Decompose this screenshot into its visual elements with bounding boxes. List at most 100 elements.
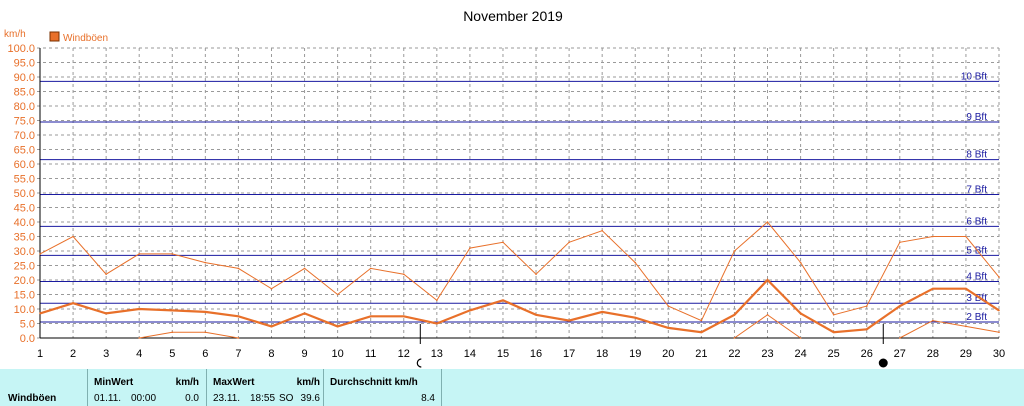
- data-point-avg: [171, 309, 174, 312]
- y-tick-label: 0.0: [20, 333, 35, 345]
- data-point-min: [998, 331, 1000, 334]
- data-point-min: [799, 337, 802, 339]
- beaufort-label: 3 Bft: [966, 293, 987, 304]
- y-tick-label: 100.0: [7, 43, 35, 55]
- data-point-avg: [865, 328, 868, 331]
- max-value: 39.6: [300, 393, 320, 404]
- data-point-max: [965, 235, 967, 238]
- data-point-min: [733, 337, 736, 339]
- data-point-max: [733, 250, 736, 252]
- data-point-avg: [303, 312, 306, 315]
- y-tick-label: 80.0: [14, 101, 35, 113]
- x-tick-label: 3: [103, 348, 109, 360]
- y-tick-label: 35.0: [14, 232, 35, 244]
- y-tick-label: 10.0: [14, 304, 35, 316]
- wind-gust-chart: November 2019 km/h Windböen 0.05.010.015…: [4, 8, 1005, 368]
- data-point-avg: [336, 325, 339, 328]
- data-point-max: [634, 261, 637, 264]
- data-point-avg: [998, 309, 1000, 312]
- data-point-avg: [634, 316, 637, 319]
- data-point-max: [303, 267, 306, 270]
- x-tick-label: 2: [70, 348, 76, 360]
- data-point-min: [898, 337, 901, 339]
- x-tick-label: 18: [596, 348, 608, 360]
- data-point-avg: [601, 311, 603, 313]
- x-tick-label: 30: [993, 348, 1005, 360]
- beaufort-label: 7 Bft: [966, 184, 987, 195]
- data-point-avg: [733, 314, 736, 316]
- x-tick-label: 12: [398, 348, 410, 360]
- data-point-max: [535, 273, 537, 276]
- data-point-avg: [436, 322, 438, 325]
- x-tick-label: 16: [530, 348, 542, 360]
- data-point-avg: [204, 311, 207, 313]
- y-tick-label: 30.0: [14, 246, 35, 258]
- data-point-min: [237, 337, 240, 339]
- data-point-avg: [832, 331, 835, 334]
- footer-row-label: Windböen: [8, 393, 57, 404]
- data-point-max: [171, 253, 174, 255]
- data-point-max: [932, 235, 934, 238]
- data-point-min: [204, 331, 207, 334]
- x-tick-label: 28: [927, 348, 939, 360]
- series-line-min: [899, 320, 1000, 339]
- data-point-max: [402, 273, 405, 276]
- data-point-avg: [700, 331, 703, 334]
- legend-label: Windböen: [63, 33, 108, 44]
- data-point-max: [998, 276, 1000, 278]
- y-tick-label: 20.0: [14, 275, 35, 287]
- data-point-max: [700, 319, 703, 322]
- data-point-avg: [105, 312, 107, 315]
- min-stats: MinWert km/h 01.11. 00:00 0.0: [87, 369, 207, 406]
- series-line-max: [39, 221, 1000, 322]
- max-direction: SO: [279, 393, 294, 404]
- y-tick-label: 25.0: [14, 261, 35, 273]
- x-tick-label: 5: [169, 348, 175, 360]
- data-point-avg: [667, 327, 670, 329]
- y-tick-label: 40.0: [14, 217, 35, 229]
- x-tick-label: 25: [828, 348, 840, 360]
- x-tick-label: 22: [728, 348, 740, 360]
- x-tick-label: 8: [268, 348, 274, 360]
- data-point-max: [898, 241, 901, 244]
- data-point-avg: [138, 308, 141, 310]
- x-tick-label: 27: [894, 348, 906, 360]
- min-time: 00:00: [131, 393, 157, 404]
- y-tick-label: 75.0: [14, 116, 35, 128]
- y-tick-label: 55.0: [14, 174, 35, 186]
- y-tick-label: 90.0: [14, 72, 35, 84]
- beaufort-label: 6 Bft: [966, 216, 987, 227]
- x-tick-label: 23: [761, 348, 773, 360]
- legend-swatch: [49, 31, 60, 42]
- y-tick-label: 60.0: [14, 159, 35, 171]
- data-point-avg: [369, 315, 372, 318]
- stats-footer: Windböen MinWert km/h 01.11. 00:00 0.0 M…: [0, 369, 1024, 406]
- new-moon-icon: [878, 358, 888, 368]
- x-tick-label: 20: [662, 348, 674, 360]
- data-point-max: [436, 299, 438, 302]
- beaufort-label: 4 Bft: [966, 271, 987, 282]
- data-point-avg: [535, 314, 537, 316]
- y-tick-label: 95.0: [14, 58, 35, 70]
- y-tick-label: 65.0: [14, 145, 35, 157]
- x-tick-label: 1: [37, 348, 43, 360]
- x-tick-label: 14: [464, 348, 476, 360]
- x-tick-label: 15: [497, 348, 509, 360]
- data-point-max: [799, 261, 802, 264]
- data-point-max: [72, 235, 74, 238]
- data-point-max: [237, 267, 240, 270]
- x-tick-label: 24: [794, 348, 806, 360]
- min-date: 01.11.: [94, 393, 122, 404]
- max-unit: km/h: [296, 377, 320, 388]
- data-point-avg: [72, 302, 74, 305]
- data-point-avg: [39, 312, 41, 315]
- x-tick-label: 4: [136, 348, 142, 360]
- data-point-max: [469, 247, 471, 249]
- x-tick-label: 29: [960, 348, 972, 360]
- data-point-max: [204, 261, 207, 264]
- min-unit: km/h: [175, 377, 199, 388]
- data-point-max: [369, 267, 372, 270]
- avg-stats: Durchschnitt km/h 8.4: [323, 369, 442, 406]
- data-point-avg: [932, 287, 934, 290]
- min-header: MinWert: [94, 377, 134, 388]
